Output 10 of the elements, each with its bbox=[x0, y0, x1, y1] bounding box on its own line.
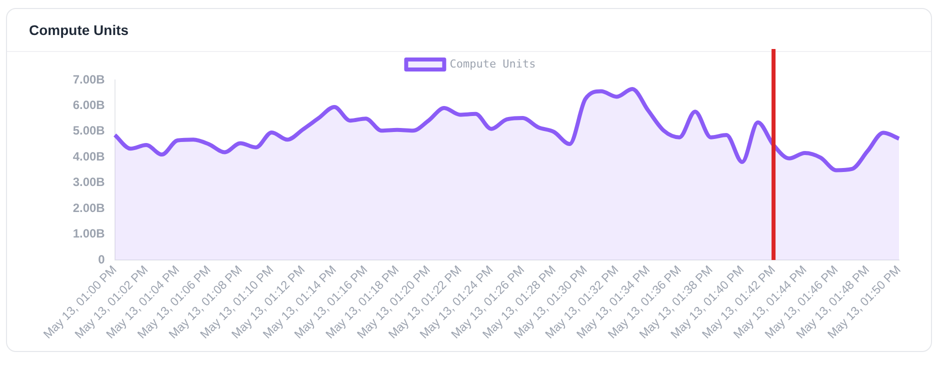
y-tick-label: 1.00B bbox=[72, 226, 106, 241]
y-tick-label: 4.00B bbox=[72, 149, 106, 164]
y-tick-label: 6.00B bbox=[72, 98, 106, 112]
y-tick-label: 5.00B bbox=[72, 124, 106, 138]
y-tick-label: 3.00B bbox=[72, 175, 106, 190]
y-tick-label: 0 bbox=[98, 252, 106, 266]
y-tick-label: 7.00B bbox=[72, 72, 106, 86]
chart-title: Compute Units bbox=[7, 9, 931, 52]
y-tick-label: 2.00B bbox=[72, 200, 106, 215]
legend-label: Compute Units bbox=[450, 57, 536, 70]
